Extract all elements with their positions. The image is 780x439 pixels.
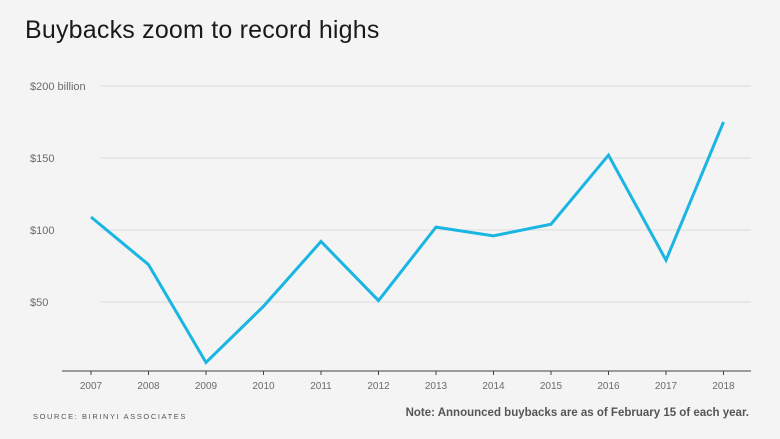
source-credit: SOURCE: BIRINYI ASSOCIATES xyxy=(33,412,187,421)
x-tick-label: 2008 xyxy=(137,381,160,392)
x-tick-label: 2010 xyxy=(252,381,275,392)
y-tick-label: $50 xyxy=(30,297,48,309)
x-tick-label: 2016 xyxy=(597,381,620,392)
chart-title: Buybacks zoom to record highs xyxy=(25,16,380,44)
x-tick-label: 2018 xyxy=(712,381,735,392)
y-tick-label: $200 billion xyxy=(30,81,86,93)
series-line-buybacks xyxy=(90,121,725,365)
x-tick-label: 2017 xyxy=(655,381,678,392)
x-axis-ticks xyxy=(90,371,724,375)
x-tick-label: 2009 xyxy=(195,381,218,392)
y-axis-labels: $50 $100 $150 $200 billion xyxy=(30,81,86,309)
x-axis-labels: 2007 2008 2009 2010 2011 2012 2013 2014 2015 2016… xyxy=(80,381,735,392)
gridlines xyxy=(100,85,751,303)
y-tick-label: $100 xyxy=(30,225,54,237)
x-tick-label: 2012 xyxy=(367,381,390,392)
x-tick-label: 2015 xyxy=(540,381,563,392)
x-tick-label: 2011 xyxy=(310,381,332,392)
y-tick-label: $150 xyxy=(30,153,54,165)
chart-note: Note: Announced buybacks are as of Febru… xyxy=(405,407,749,419)
x-tick-label: 2014 xyxy=(482,381,505,392)
x-tick-label: 2013 xyxy=(425,381,448,392)
x-tick-label: 2007 xyxy=(80,381,103,392)
